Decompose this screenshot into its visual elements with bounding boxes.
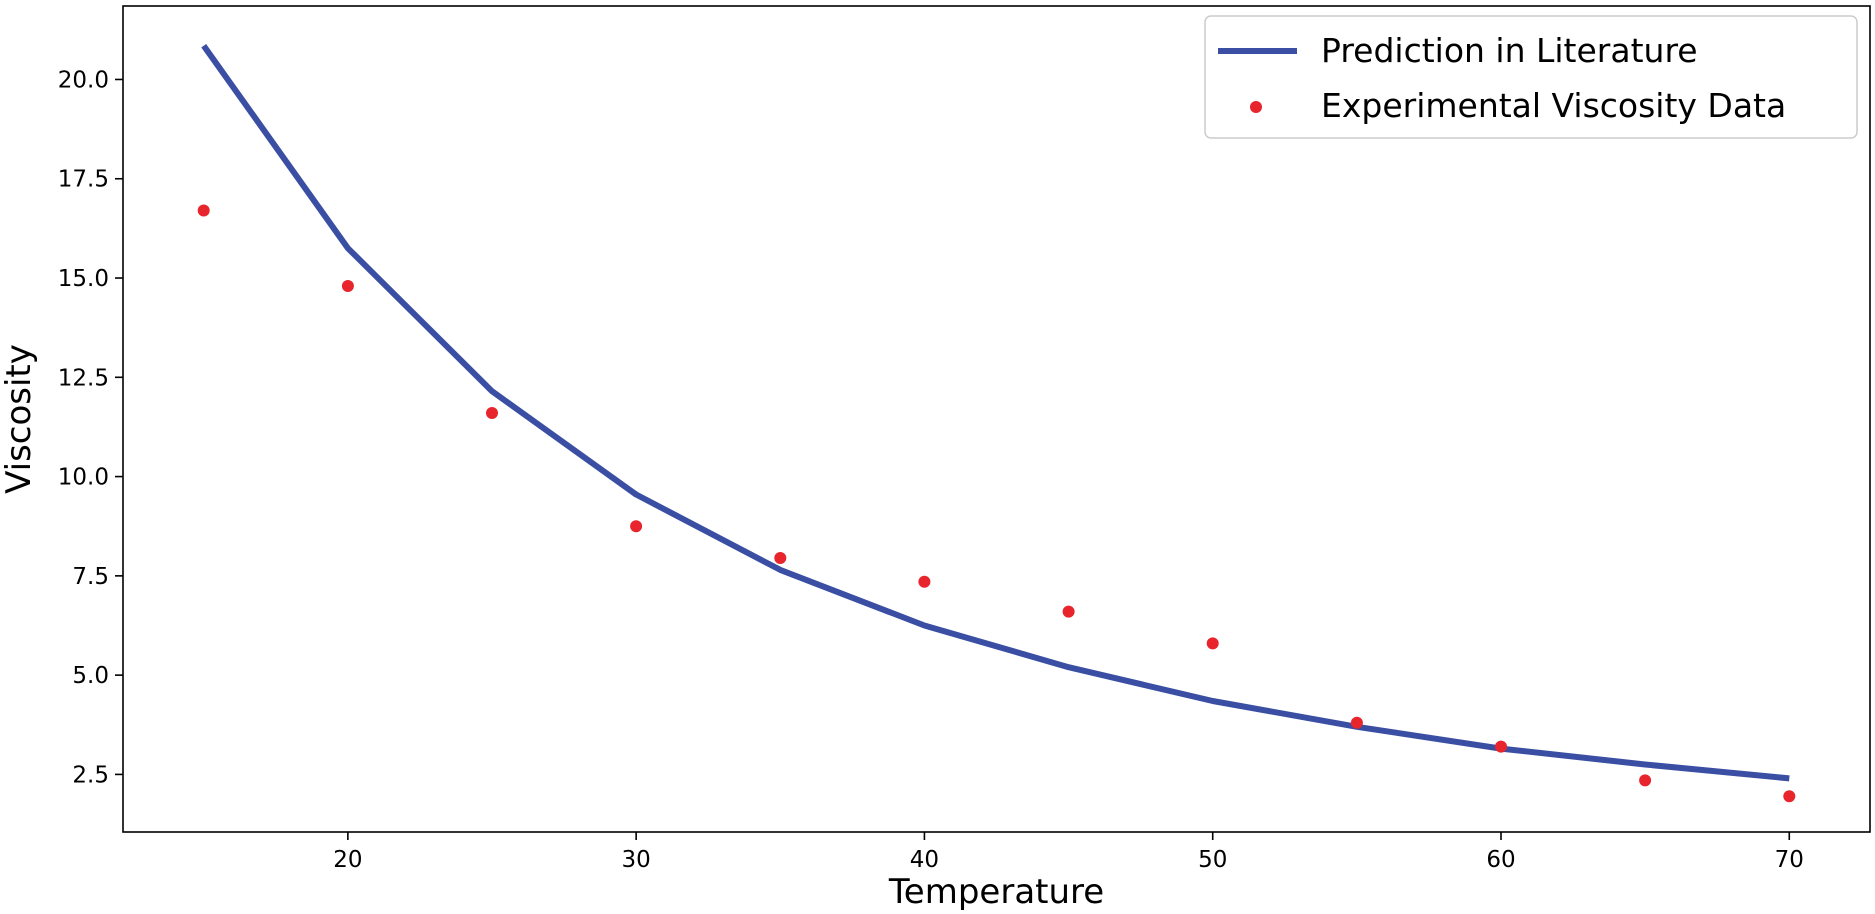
data-point-experimental (774, 552, 787, 564)
data-point-experimental (1495, 740, 1507, 753)
data-point-experimental (486, 407, 498, 419)
legend: Prediction in Literature Experimental Vi… (1204, 15, 1858, 139)
legend-label-prediction: Prediction in Literature (1321, 31, 1698, 70)
data-point-experimental (1062, 605, 1075, 618)
x-tick-label: 50 (1198, 847, 1227, 873)
series-line-prediction (201, 43, 1790, 782)
y-tick-label: 10.0 (58, 465, 109, 491)
axes-frame (122, 5, 1871, 833)
x-tick-label: 40 (910, 847, 939, 873)
y-tick-label: 17.5 (58, 167, 109, 193)
x-tick-label: 60 (1486, 847, 1515, 873)
data-point-experimental (630, 520, 643, 533)
y-axis-title: Viscosity (0, 344, 39, 494)
data-point-experimental (1350, 716, 1363, 729)
data-point-experimental (918, 575, 931, 588)
legend-box (1204, 15, 1858, 139)
y-tick-label: 20.0 (58, 67, 109, 93)
legend-label-experimental: Experimental Viscosity Data (1321, 86, 1786, 125)
legend-swatch-experimental (1250, 101, 1262, 113)
plot-area (197, 43, 1796, 803)
data-point-experimental (1783, 790, 1796, 803)
y-tick-label: 12.5 (58, 365, 109, 391)
y-tick-label: 15.0 (58, 266, 109, 292)
y-tick-label: 2.5 (72, 762, 109, 788)
data-point-experimental (1639, 774, 1652, 787)
x-tick-label: 20 (333, 847, 362, 873)
x-tick-label: 30 (622, 847, 651, 873)
data-point-experimental (197, 204, 210, 217)
x-tick-label: 70 (1775, 847, 1804, 873)
data-point-experimental (1206, 637, 1219, 650)
y-tick-label: 5.0 (72, 663, 109, 689)
axes: 20 30 40 50 60 70 2.5 5.0 7.5 10.0 12.5 15.0 17.5 20.… (58, 5, 1871, 873)
x-axis-title: Temperature (888, 872, 1104, 912)
data-point-experimental (341, 280, 354, 292)
y-tick-label: 7.5 (72, 564, 109, 590)
